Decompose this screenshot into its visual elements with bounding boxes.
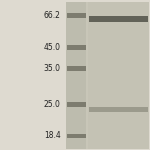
Bar [67,102,86,106]
Bar [67,14,86,18]
Bar [67,66,86,70]
Text: 25.0: 25.0 [44,100,61,109]
Bar [88,107,148,112]
Bar [67,45,86,50]
Text: 18.4: 18.4 [44,131,61,140]
Bar [67,134,86,138]
Bar [66,2,86,148]
Bar [66,2,148,148]
Text: 45.0: 45.0 [44,43,61,52]
Bar [88,16,148,22]
Bar [88,2,148,148]
Text: 35.0: 35.0 [44,64,61,73]
Text: 66.2: 66.2 [44,11,61,20]
